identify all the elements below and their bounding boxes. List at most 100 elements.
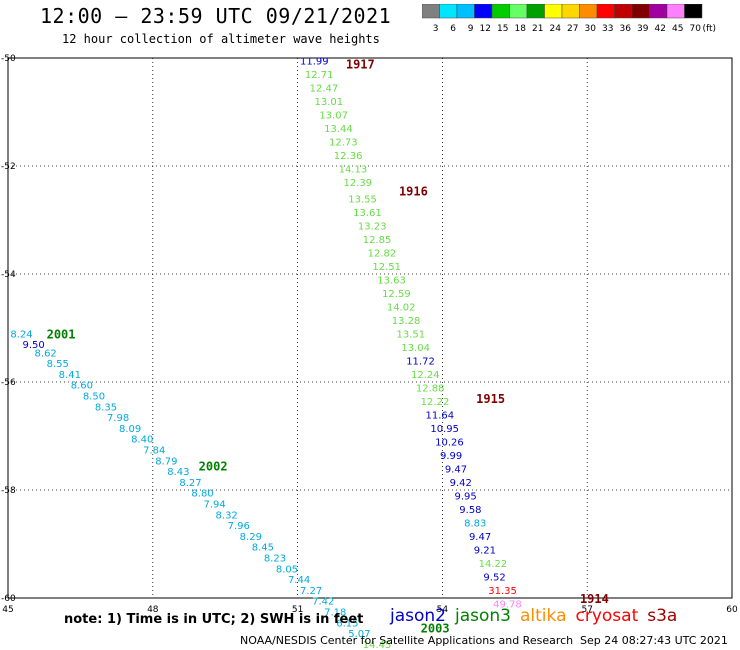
wave-height-label: 12.51	[372, 262, 401, 273]
wave-height-label: 8.24	[10, 329, 32, 340]
wave-height-label: 6.15	[336, 618, 358, 629]
wave-height-label: 7.98	[107, 413, 129, 424]
x-tick-label: 60	[726, 605, 738, 615]
wave-height-label: 12.47	[310, 84, 339, 95]
scale-label: 36	[620, 24, 632, 34]
wave-height-label: 8.79	[155, 456, 177, 467]
wave-height-label: 8.50	[83, 392, 105, 403]
wave-height-label: 13.28	[392, 316, 421, 327]
time-annotation: 2001	[47, 327, 76, 341]
wave-height-label: 12.39	[343, 178, 372, 189]
legend-s3a: s3a	[647, 606, 678, 626]
wave-height-label: 8.05	[276, 564, 298, 575]
wave-height-label: 14.13	[339, 165, 368, 176]
wave-height-label: 13.44	[324, 124, 353, 135]
scale-label: 21	[532, 24, 543, 34]
x-tick-label: 54	[437, 605, 449, 615]
wave-height-label: 12.71	[305, 70, 334, 81]
wave-height-label: 10.95	[430, 424, 459, 435]
wave-height-label: 12.82	[368, 248, 397, 259]
time-annotation: 2003	[421, 622, 450, 636]
wave-height-label: 9.47	[469, 532, 491, 543]
wave-height-label: 12.85	[363, 235, 392, 246]
plot-frame	[7, 57, 733, 599]
scale-label: 33	[602, 24, 613, 34]
scale-label: 70	[690, 24, 702, 34]
y-tick-label: -50	[1, 54, 16, 64]
wave-height-label: 13.63	[377, 275, 406, 286]
wave-height-label: 8.60	[71, 381, 93, 392]
wave-height-label: 9.47	[445, 464, 467, 475]
scale-label: 15	[497, 24, 508, 34]
y-tick-label: -52	[1, 162, 16, 172]
wave-height-label: 9.52	[483, 572, 505, 583]
wave-height-label: 7.84	[143, 446, 165, 457]
satellite-legend: jason2 jason3 altika cryosat s3a	[390, 606, 686, 626]
wave-height-label: 12.22	[421, 397, 450, 408]
wave-height-label: 13.01	[314, 97, 343, 108]
wave-height-label: 14.45	[363, 640, 392, 650]
scale-label: 3	[433, 24, 439, 34]
wave-height-label: 7.27	[300, 586, 322, 597]
wave-height-label: 8.35	[95, 402, 117, 413]
wave-height-label: 7.94	[203, 500, 225, 511]
scale-label: 42	[655, 24, 666, 34]
wave-height-label: 9.21	[474, 545, 496, 556]
wave-height-label: 8.55	[47, 359, 69, 370]
scale-label: 27	[567, 24, 578, 34]
timestamp-text: Sep 24 08:27:43 UTC 2021	[580, 634, 728, 647]
units-note: note: 1) Time is in UTC; 2) SWH is in fe…	[64, 612, 364, 627]
chart-subtitle: 12 hour collection of altimeter wave hei…	[62, 32, 380, 46]
wave-height-label: 13.51	[397, 329, 426, 340]
legend-jason2: jason2	[390, 606, 446, 626]
x-tick-label: 51	[292, 605, 303, 615]
y-tick-label: -54	[1, 270, 16, 280]
scale-unit: (ft)	[702, 24, 716, 34]
scale-label: 30	[585, 24, 597, 34]
wave-height-label: 9.42	[450, 478, 472, 489]
wave-height-label: 7.96	[228, 521, 250, 532]
y-tick-label: -60	[1, 594, 16, 604]
scale-label: 12	[480, 24, 491, 34]
x-tick-label: 48	[147, 605, 159, 615]
wave-height-label: 8.80	[191, 489, 213, 500]
wave-height-label: 8.43	[167, 467, 189, 478]
wave-height-label: 8.27	[179, 478, 201, 489]
scale-label: 6	[450, 24, 456, 34]
time-annotation: 1916	[399, 184, 428, 198]
wave-height-label: 9.50	[22, 340, 44, 351]
wave-height-label: 11.99	[300, 57, 329, 68]
time-annotation: 2002	[199, 460, 228, 474]
x-tick-label: 57	[581, 605, 592, 615]
wave-height-label: 13.55	[348, 194, 377, 205]
wave-height-label: 12.36	[334, 151, 363, 162]
wave-height-label: 14.02	[387, 302, 416, 313]
chart-title: 12:00 – 23:59 UTC 09/21/2021	[40, 4, 392, 28]
credit-text: NOAA/NESDIS Center for Satellite Applica…	[240, 634, 574, 647]
wave-height-label: 8.45	[252, 543, 274, 554]
wave-height-label: 9.95	[454, 491, 476, 502]
wave-height-label: 8.83	[464, 518, 486, 529]
wave-height-label: 14.22	[479, 559, 508, 570]
wave-height-label: 8.09	[119, 424, 141, 435]
legend-altika: altika	[520, 606, 567, 626]
wave-height-label: 5.07	[348, 629, 370, 640]
wave-height-label: 7.18	[324, 608, 346, 619]
scale-label: 45	[672, 24, 683, 34]
wave-height-label: 13.07	[319, 111, 348, 122]
wave-height-label: 8.40	[131, 435, 153, 446]
scale-label: 24	[550, 24, 562, 34]
y-tick-label: -56	[1, 378, 16, 388]
wave-height-label: 10.26	[435, 437, 464, 448]
time-annotation: 1917	[346, 57, 375, 71]
wave-height-label: 8.41	[59, 370, 81, 381]
legend-jason3: jason3	[455, 606, 511, 626]
wave-height-label: 8.23	[264, 554, 286, 565]
time-annotation: 1915	[476, 392, 505, 406]
wave-height-label: 12.88	[416, 383, 445, 394]
wave-height-label: 8.62	[35, 348, 57, 359]
wave-height-label: 13.04	[401, 343, 430, 354]
wave-height-label: 12.59	[382, 289, 411, 300]
y-tick-label: -58	[1, 486, 16, 496]
